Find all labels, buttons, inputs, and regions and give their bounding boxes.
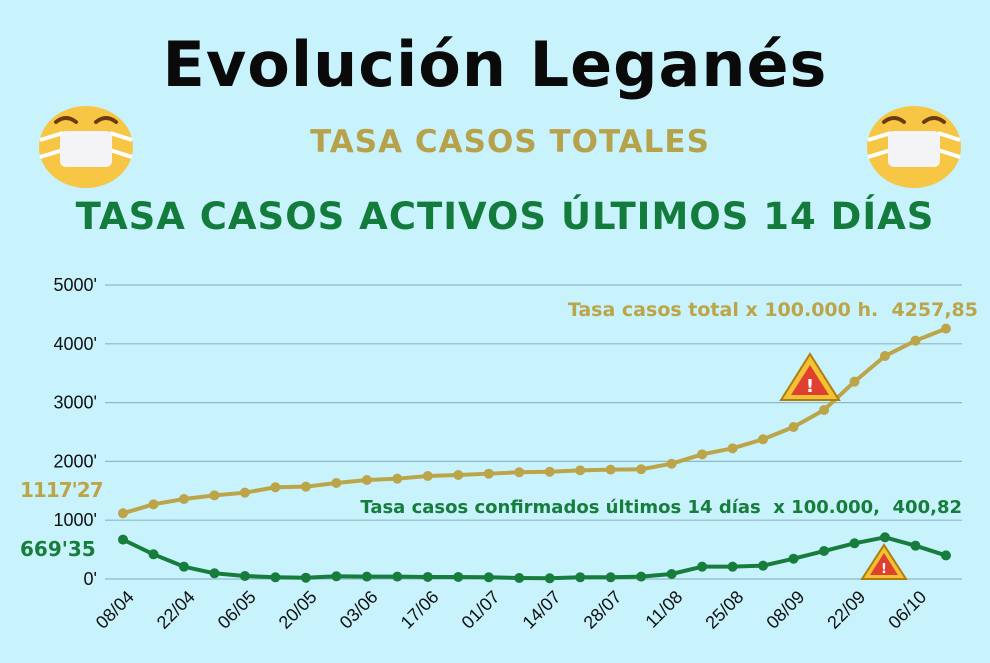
data-point xyxy=(605,464,616,475)
data-point xyxy=(697,449,708,460)
data-point xyxy=(453,469,464,480)
data-point xyxy=(239,487,250,498)
x-tick-label: 17/06 xyxy=(397,587,443,633)
x-tick-label: 28/07 xyxy=(580,587,626,633)
subtitle-active-cases: TASA CASOS ACTIVOS ÚLTIMOS 14 DÍAS xyxy=(75,195,935,238)
series-label-total: Tasa casos total x 100.000 h. 4257,85 xyxy=(568,299,978,321)
x-tick-label: 11/08 xyxy=(641,587,686,632)
y-tick-label: 4000' xyxy=(54,334,97,354)
y-tick-label: 5000' xyxy=(54,275,97,295)
data-point xyxy=(940,323,951,334)
data-point xyxy=(636,571,647,582)
x-tick-label: 06/10 xyxy=(884,587,930,633)
data-point xyxy=(300,572,311,583)
warning-triangle-icon: ! xyxy=(860,543,908,580)
data-point xyxy=(453,571,464,582)
data-point xyxy=(758,560,769,571)
series-label-active: Tasa casos confirmados últimos 14 días x… xyxy=(360,497,962,518)
data-point xyxy=(239,571,250,582)
data-point xyxy=(392,571,403,582)
data-point xyxy=(118,534,128,545)
x-tick-label: 06/05 xyxy=(214,587,260,633)
data-point xyxy=(605,572,616,583)
face-with-medical-mask-icon xyxy=(39,106,133,188)
data-point xyxy=(300,481,311,492)
x-tick-label: 22/09 xyxy=(823,587,869,633)
data-point xyxy=(422,470,433,481)
data-point xyxy=(819,546,830,557)
data-point xyxy=(270,482,281,493)
data-point xyxy=(788,422,799,433)
data-point xyxy=(880,350,890,361)
face-with-medical-mask-icon xyxy=(867,106,961,188)
x-tick-label: 03/06 xyxy=(336,587,382,633)
x-tick-label: 22/04 xyxy=(153,587,199,633)
data-point xyxy=(849,538,860,549)
data-point xyxy=(514,573,525,584)
warning-triangle-icon: ! xyxy=(779,352,841,401)
series-line-active xyxy=(122,535,947,581)
data-point xyxy=(666,458,677,469)
x-tick-label: 25/08 xyxy=(701,587,747,633)
svg-text:!: ! xyxy=(881,562,887,577)
data-point xyxy=(727,443,738,454)
data-point xyxy=(544,573,555,584)
data-point xyxy=(575,572,586,583)
data-point xyxy=(422,571,433,582)
data-point xyxy=(666,569,677,580)
data-point xyxy=(361,474,372,485)
svg-text:!: ! xyxy=(806,376,814,397)
data-point xyxy=(483,572,494,583)
data-point xyxy=(910,335,921,346)
data-point xyxy=(880,532,890,543)
page-title: Evolución Leganés xyxy=(162,28,828,101)
data-point xyxy=(514,467,525,478)
data-point xyxy=(361,571,372,582)
data-point xyxy=(148,499,159,510)
data-point xyxy=(910,540,921,551)
data-point xyxy=(178,561,189,572)
data-point xyxy=(148,549,159,560)
y-tick-label: 2000' xyxy=(54,451,97,471)
x-tick-label: 08/09 xyxy=(762,587,808,633)
data-point xyxy=(697,561,708,572)
x-tick-label: 14/07 xyxy=(519,587,565,633)
data-point xyxy=(270,572,281,583)
data-point xyxy=(544,466,555,477)
subtitle-total-cases: TASA CASOS TOTALES xyxy=(310,124,710,160)
data-point xyxy=(483,468,494,479)
x-tick-label: 20/05 xyxy=(275,587,321,633)
data-point xyxy=(636,464,647,475)
data-point xyxy=(788,553,799,564)
data-point xyxy=(727,561,738,572)
series-line-total xyxy=(122,326,947,516)
x-tick-label: 01/07 xyxy=(458,587,504,633)
data-point xyxy=(940,550,951,561)
data-point xyxy=(178,494,189,505)
data-point xyxy=(849,376,860,387)
data-point xyxy=(575,465,586,476)
data-point xyxy=(758,434,769,445)
data-point xyxy=(819,405,830,416)
x-tick-label: 08/04 xyxy=(92,587,138,633)
start-label-active: 669'35 xyxy=(20,537,96,561)
data-point xyxy=(209,568,220,579)
y-tick-label: 1000' xyxy=(54,510,97,530)
y-tick-label: 3000' xyxy=(54,393,97,413)
data-point xyxy=(118,508,128,519)
y-tick-label: 0' xyxy=(84,569,97,589)
data-point xyxy=(331,571,342,582)
data-point xyxy=(331,477,342,488)
data-point xyxy=(209,490,220,501)
data-point xyxy=(392,473,403,484)
start-label-total: 1117'27 xyxy=(20,478,103,502)
